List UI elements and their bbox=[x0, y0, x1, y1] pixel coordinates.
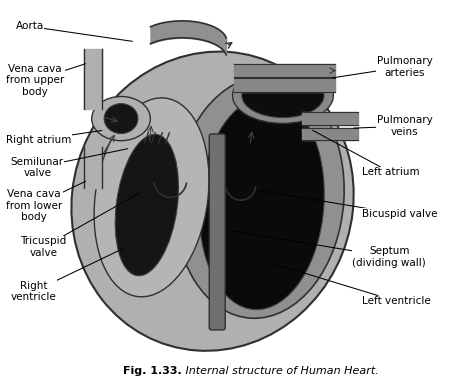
Text: Vena cava
from upper
body: Vena cava from upper body bbox=[6, 63, 85, 97]
Text: Right atrium: Right atrium bbox=[6, 130, 102, 145]
FancyBboxPatch shape bbox=[209, 134, 225, 330]
Ellipse shape bbox=[233, 68, 333, 123]
Text: Left atrium: Left atrium bbox=[312, 130, 420, 177]
Text: Semilunar
valve: Semilunar valve bbox=[11, 149, 128, 178]
Ellipse shape bbox=[71, 51, 354, 351]
Ellipse shape bbox=[175, 76, 344, 318]
Text: Left ventricle: Left ventricle bbox=[275, 264, 430, 306]
Text: Bicuspid valve: Bicuspid valve bbox=[261, 191, 437, 219]
Text: Pulmonary
veins: Pulmonary veins bbox=[354, 115, 432, 137]
Ellipse shape bbox=[242, 74, 324, 118]
Text: Tricuspid
valve: Tricuspid valve bbox=[20, 193, 140, 258]
Text: Vena cava
from lower
body: Vena cava from lower body bbox=[6, 181, 86, 223]
Text: Fig. 1.33.: Fig. 1.33. bbox=[123, 366, 182, 376]
Text: Pulmonary
arteries: Pulmonary arteries bbox=[333, 56, 432, 78]
Text: Internal structure of Human Heart.: Internal structure of Human Heart. bbox=[182, 366, 379, 376]
Text: Aorta: Aorta bbox=[16, 21, 132, 41]
Text: Right
ventricle: Right ventricle bbox=[11, 248, 123, 302]
Ellipse shape bbox=[104, 104, 138, 134]
Text: Septum
(dividing wall): Septum (dividing wall) bbox=[229, 230, 426, 268]
Ellipse shape bbox=[94, 98, 209, 297]
Ellipse shape bbox=[199, 97, 324, 310]
Ellipse shape bbox=[92, 96, 151, 140]
Ellipse shape bbox=[115, 134, 178, 276]
